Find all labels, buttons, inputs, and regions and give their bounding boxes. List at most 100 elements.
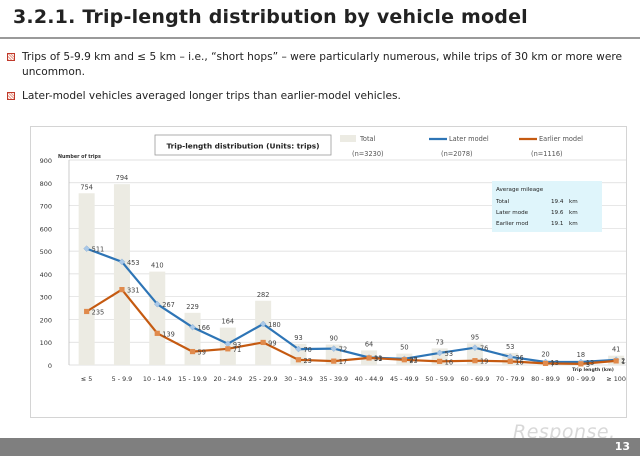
y-tick-label: 300 bbox=[40, 294, 52, 302]
data-label-total: 20 bbox=[541, 350, 549, 358]
y-tick-label: 600 bbox=[40, 225, 52, 233]
data-label-total: 90 bbox=[330, 335, 338, 343]
data-label-total: 410 bbox=[151, 262, 164, 270]
footer-bar: 13 bbox=[0, 438, 640, 456]
data-label-total: 282 bbox=[257, 291, 270, 299]
data-label-total: 18 bbox=[577, 351, 585, 359]
legend-label-total: Total bbox=[359, 135, 376, 143]
x-tick-label: 25 - 29.9 bbox=[249, 375, 278, 383]
x-tick-label: 50 - 59.9 bbox=[425, 375, 454, 383]
data-label-earlier: 59 bbox=[198, 349, 206, 357]
line-earlier bbox=[86, 288, 617, 365]
x-tick-label: 15 - 19.9 bbox=[178, 375, 207, 383]
legend-count-total: (n=3230) bbox=[352, 150, 384, 158]
data-label-earlier: 99 bbox=[268, 339, 276, 347]
data-label-later: 53 bbox=[445, 350, 453, 358]
data-label-total: 754 bbox=[80, 183, 93, 191]
data-label-total: 73 bbox=[435, 338, 443, 346]
x-tick-label: 70 - 79.9 bbox=[496, 375, 525, 383]
bar-total bbox=[184, 312, 201, 365]
bullet-square-icon bbox=[7, 53, 15, 61]
data-label-later: 267 bbox=[162, 301, 175, 309]
average-row-value: 19.1 bbox=[551, 221, 564, 227]
bar-total bbox=[149, 271, 166, 365]
data-label-total: 53 bbox=[506, 343, 514, 351]
point-later bbox=[436, 349, 443, 357]
y-tick-label: 0 bbox=[48, 362, 52, 370]
x-tick-label: 5 - 9.9 bbox=[112, 375, 133, 383]
y-tick-label: 500 bbox=[40, 248, 52, 256]
data-label-earlier: 19 bbox=[480, 358, 488, 366]
average-box-title: Average mileage bbox=[496, 187, 544, 193]
data-label-earlier: 17 bbox=[339, 358, 347, 366]
title-divider bbox=[0, 37, 640, 39]
bar-total bbox=[255, 300, 272, 365]
average-row-label: Total bbox=[495, 199, 510, 205]
data-label-later: 27 bbox=[409, 356, 417, 364]
x-tick-label: 60 - 69.9 bbox=[461, 375, 490, 383]
data-label-later: 33 bbox=[374, 354, 382, 362]
average-row-label: Later mode bbox=[496, 210, 529, 216]
point-earlier bbox=[472, 358, 478, 364]
data-label-total: 64 bbox=[365, 340, 373, 348]
x-tick-label: 40 - 44.9 bbox=[355, 375, 384, 383]
point-later bbox=[295, 345, 302, 353]
y-tick-label: 700 bbox=[40, 203, 52, 211]
point-earlier bbox=[366, 355, 372, 361]
bullet-text: Later-model vehicles averaged longer tri… bbox=[22, 90, 401, 102]
data-label-earlier: 235 bbox=[92, 308, 105, 316]
x-tick-label: 90 - 99.9 bbox=[566, 375, 595, 383]
page-number: 13 bbox=[614, 440, 630, 453]
point-earlier bbox=[542, 360, 549, 367]
data-label-later: 511 bbox=[92, 246, 105, 254]
bullet-item: Trips of 5-9.9 km and ≤ 5 km – i.e., “sh… bbox=[7, 50, 622, 80]
chart-title: Trip-length distribution (Units: trips) bbox=[166, 142, 319, 151]
x-axis-label: Trip length (km) bbox=[572, 367, 614, 373]
data-label-total: 794 bbox=[116, 174, 129, 182]
point-later bbox=[153, 300, 161, 308]
data-label-total: 229 bbox=[186, 303, 199, 311]
point-earlier bbox=[119, 287, 125, 293]
data-label-total: 41 bbox=[612, 346, 620, 354]
data-label-later: 13 bbox=[586, 359, 594, 367]
data-label-earlier: 23 bbox=[303, 357, 311, 365]
x-tick-label: 45 - 49.9 bbox=[390, 375, 419, 383]
average-row-unit: km bbox=[569, 199, 578, 205]
data-label-later: 93 bbox=[233, 341, 241, 349]
x-tick-label: 20 - 24.9 bbox=[213, 375, 242, 383]
x-tick-label: ≥ 100 bbox=[606, 375, 626, 383]
data-label-total: 93 bbox=[294, 334, 302, 342]
x-tick-label: 10 - 14.9 bbox=[143, 375, 172, 383]
point-earlier bbox=[331, 358, 337, 364]
legend-label-later: Later model bbox=[449, 135, 489, 143]
legend-count-later: (n=2078) bbox=[441, 150, 473, 158]
point-later bbox=[259, 320, 267, 328]
x-tick-label: 30 - 34.9 bbox=[284, 375, 313, 383]
bullet-square-icon bbox=[7, 92, 15, 100]
data-label-earlier: 331 bbox=[127, 287, 140, 295]
point-earlier bbox=[507, 358, 513, 364]
point-earlier bbox=[260, 339, 266, 346]
x-tick-label: 80 - 89.9 bbox=[531, 375, 560, 383]
y-tick-label: 200 bbox=[40, 316, 52, 324]
point-earlier bbox=[154, 330, 160, 336]
data-label-earlier: 16 bbox=[515, 358, 523, 366]
data-label-later: 72 bbox=[339, 346, 347, 354]
data-label-later: 180 bbox=[268, 321, 281, 329]
data-label-earlier: 23 bbox=[409, 357, 417, 365]
average-mileage-box bbox=[492, 181, 602, 232]
data-label-earlier: 18 bbox=[621, 358, 626, 366]
trip-length-chart: 0 100 200 300 400 500 600 700 800 900 Number of tr… bbox=[40, 134, 626, 383]
data-label-earlier: 71 bbox=[233, 346, 241, 354]
data-label-later: 453 bbox=[127, 259, 140, 267]
watermark-logo: Response. bbox=[513, 421, 616, 443]
point-later bbox=[471, 344, 479, 351]
point-earlier bbox=[578, 361, 584, 367]
legend-label-earlier: Earlier model bbox=[539, 135, 583, 143]
data-label-earlier: 5 bbox=[586, 361, 590, 369]
data-label-earlier: 7 bbox=[551, 360, 555, 368]
data-label-later: 23 bbox=[621, 357, 626, 365]
y-tick-label: 800 bbox=[40, 180, 52, 188]
average-row-unit: km bbox=[569, 221, 578, 227]
point-earlier bbox=[295, 357, 302, 363]
